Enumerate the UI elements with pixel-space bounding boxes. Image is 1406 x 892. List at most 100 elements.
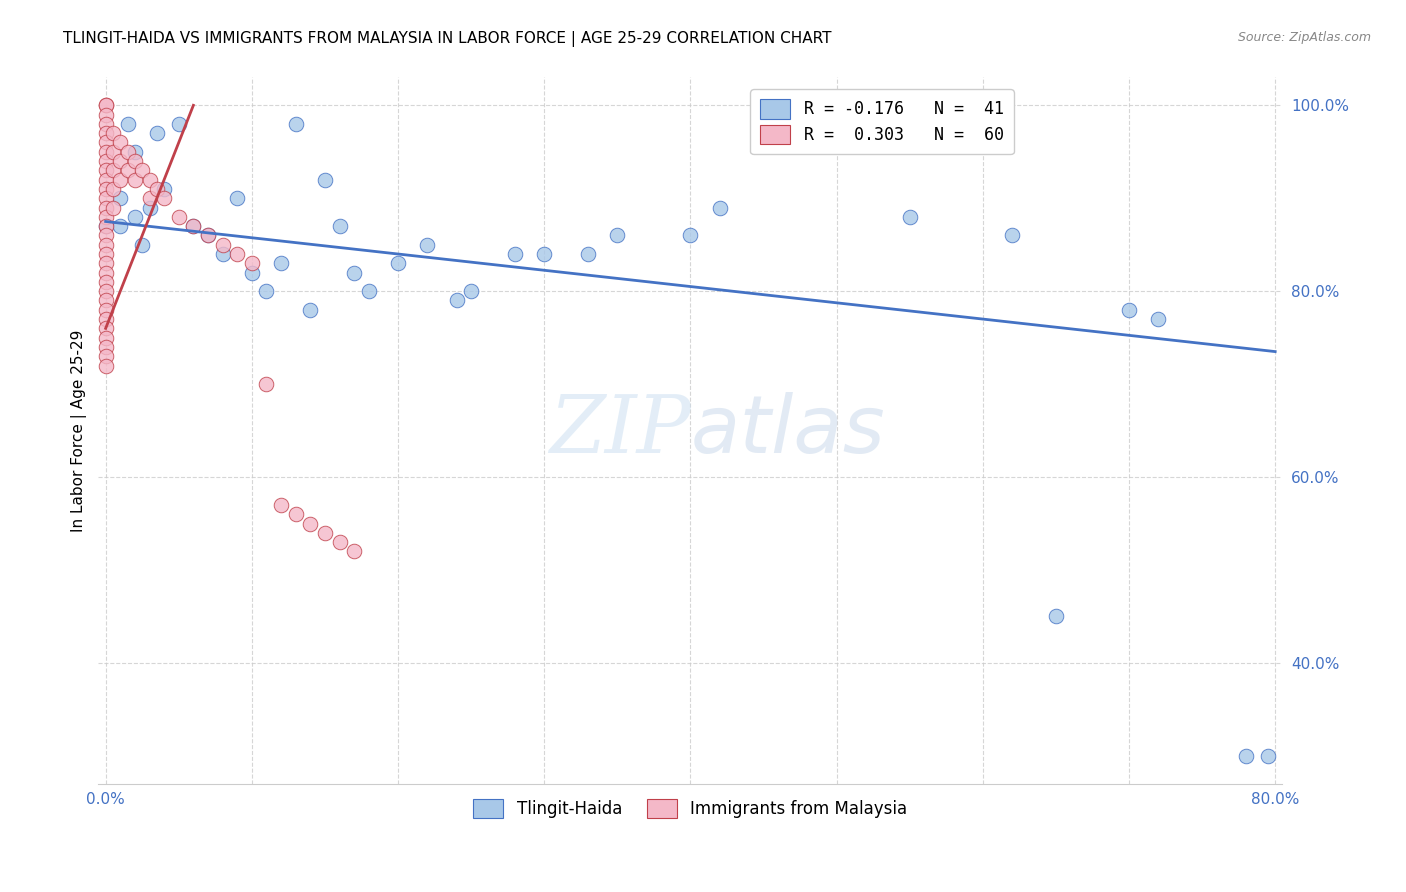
Point — [357, 284, 380, 298]
Point — [211, 247, 233, 261]
Point — [101, 145, 124, 159]
Point — [131, 237, 153, 252]
Point — [314, 525, 336, 540]
Point — [94, 247, 117, 261]
Point — [94, 219, 117, 234]
Point — [284, 117, 307, 131]
Point — [94, 349, 117, 363]
Point — [138, 201, 160, 215]
Point — [329, 219, 352, 234]
Point — [94, 284, 117, 298]
Text: TLINGIT-HAIDA VS IMMIGRANTS FROM MALAYSIA IN LABOR FORCE | AGE 25-29 CORRELATION: TLINGIT-HAIDA VS IMMIGRANTS FROM MALAYSI… — [63, 31, 832, 47]
Point — [124, 145, 146, 159]
Point — [240, 256, 263, 270]
Point — [94, 331, 117, 345]
Point — [94, 321, 117, 335]
Point — [94, 126, 117, 140]
Point — [110, 219, 132, 234]
Point — [679, 228, 702, 243]
Text: atlas: atlas — [690, 392, 886, 469]
Point — [94, 340, 117, 354]
Point — [1001, 228, 1024, 243]
Point — [124, 154, 146, 169]
Point — [94, 191, 117, 205]
Point — [124, 172, 146, 186]
Y-axis label: In Labor Force | Age 25-29: In Labor Force | Age 25-29 — [72, 329, 87, 532]
Point — [94, 359, 117, 373]
Point — [329, 535, 352, 549]
Legend: Tlingit-Haida, Immigrants from Malaysia: Tlingit-Haida, Immigrants from Malaysia — [467, 792, 914, 825]
Point — [197, 228, 219, 243]
Point — [416, 237, 439, 252]
Point — [101, 201, 124, 215]
Point — [94, 182, 117, 196]
Point — [256, 284, 278, 298]
Point — [898, 210, 921, 224]
Point — [153, 191, 176, 205]
Point — [117, 117, 139, 131]
Point — [226, 191, 249, 205]
Point — [299, 302, 322, 317]
Point — [314, 172, 336, 186]
Point — [709, 201, 731, 215]
Point — [460, 284, 482, 298]
Point — [94, 312, 117, 326]
Point — [153, 182, 176, 196]
Point — [270, 256, 292, 270]
Point — [94, 219, 117, 234]
Point — [94, 163, 117, 178]
Point — [94, 256, 117, 270]
Point — [343, 266, 366, 280]
Point — [110, 154, 132, 169]
Point — [94, 145, 117, 159]
Point — [299, 516, 322, 531]
Point — [94, 228, 117, 243]
Point — [94, 210, 117, 224]
Point — [94, 117, 117, 131]
Point — [183, 219, 205, 234]
Point — [1045, 609, 1067, 624]
Point — [343, 544, 366, 558]
Point — [240, 266, 263, 280]
Point — [94, 302, 117, 317]
Point — [503, 247, 526, 261]
Point — [576, 247, 599, 261]
Point — [138, 172, 160, 186]
Point — [94, 237, 117, 252]
Point — [146, 126, 169, 140]
Point — [146, 182, 169, 196]
Point — [94, 172, 117, 186]
Point — [94, 154, 117, 169]
Point — [110, 136, 132, 150]
Point — [387, 256, 409, 270]
Point — [94, 98, 117, 112]
Point — [138, 191, 160, 205]
Point — [211, 237, 233, 252]
Point — [183, 219, 205, 234]
Point — [101, 163, 124, 178]
Point — [1147, 312, 1170, 326]
Point — [1257, 748, 1279, 763]
Text: ZIP: ZIP — [548, 392, 690, 469]
Point — [1118, 302, 1140, 317]
Point — [117, 163, 139, 178]
Point — [94, 266, 117, 280]
Point — [94, 293, 117, 308]
Point — [167, 210, 190, 224]
Point — [226, 247, 249, 261]
Point — [110, 172, 132, 186]
Point — [270, 498, 292, 512]
Point — [284, 507, 307, 521]
Point — [94, 136, 117, 150]
Point — [131, 163, 153, 178]
Point — [110, 191, 132, 205]
Point — [1234, 748, 1257, 763]
Point — [167, 117, 190, 131]
Point — [124, 210, 146, 224]
Point — [117, 145, 139, 159]
Point — [94, 201, 117, 215]
Point — [197, 228, 219, 243]
Point — [256, 377, 278, 392]
Point — [101, 126, 124, 140]
Point — [446, 293, 468, 308]
